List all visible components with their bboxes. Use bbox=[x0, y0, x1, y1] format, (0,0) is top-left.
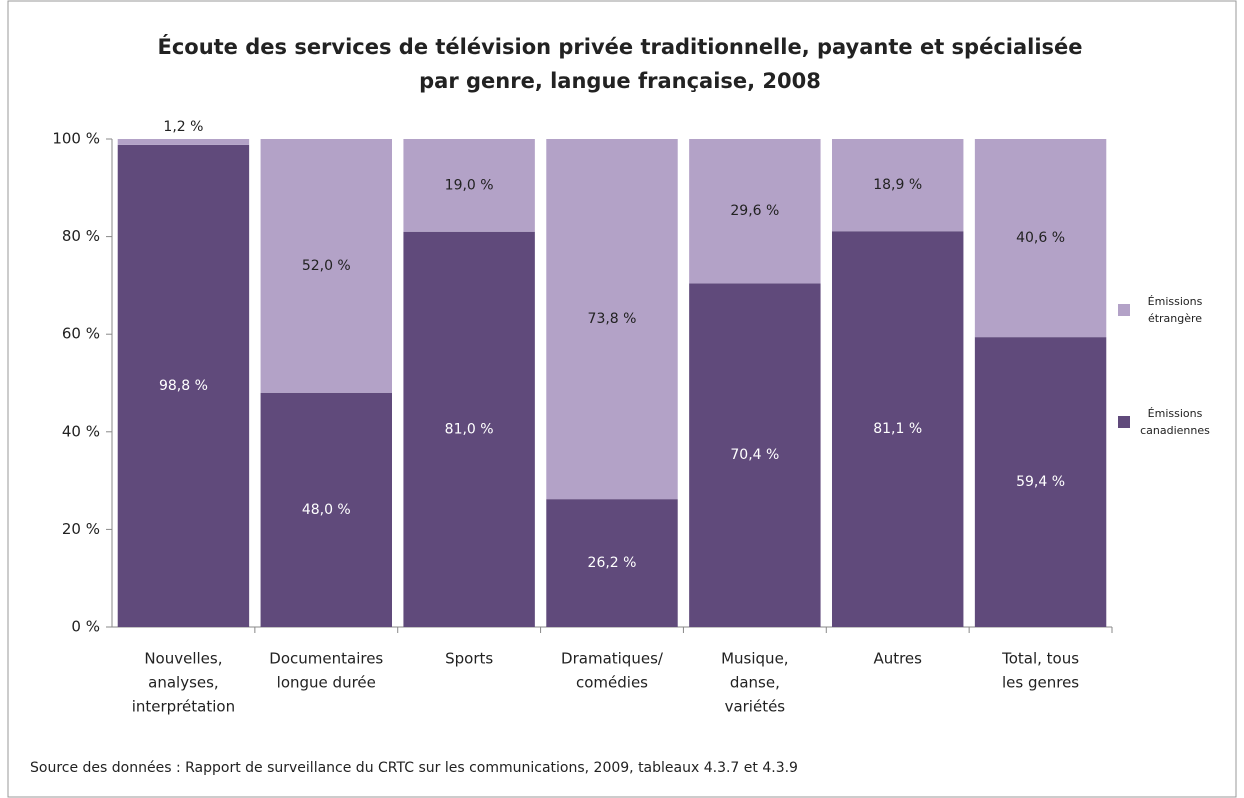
x-tick-label: Sports bbox=[445, 650, 493, 668]
bar-segment bbox=[974, 337, 1107, 627]
value-label: 18,9 % bbox=[873, 177, 922, 193]
y-tick-label: 40 % bbox=[62, 422, 100, 440]
chart-title: par genre, langue française, 2008 bbox=[419, 69, 821, 93]
legend-label: Émissions canadiennes bbox=[1140, 407, 1210, 437]
y-tick-label: 100 % bbox=[52, 130, 100, 148]
bar-segment bbox=[403, 139, 535, 232]
x-tick-label: Documentaires bbox=[269, 650, 383, 668]
bar-segment bbox=[832, 139, 964, 232]
value-label: 81,1 % bbox=[873, 421, 922, 437]
bar-segment bbox=[689, 139, 821, 284]
bar-segment bbox=[260, 139, 392, 393]
x-tick-label: analyses, bbox=[148, 674, 219, 692]
source-note: Source des données : Rapport de surveill… bbox=[30, 760, 798, 776]
x-tick-label: interprétation bbox=[132, 698, 235, 716]
bar-segment bbox=[117, 144, 250, 627]
x-tick-label: les genres bbox=[1002, 674, 1079, 692]
bar-segment bbox=[546, 139, 678, 500]
value-label: 81,0 % bbox=[445, 421, 494, 437]
value-label: 59,4 % bbox=[1016, 474, 1065, 490]
value-label: 29,6 % bbox=[730, 203, 779, 219]
x-tick-label: variétés bbox=[725, 698, 786, 716]
bar-segment bbox=[403, 231, 535, 627]
y-tick-label: 0 % bbox=[71, 618, 100, 636]
x-tick-label: Total, tous bbox=[1001, 650, 1079, 668]
legend-label: Émissions étrangère bbox=[1148, 295, 1203, 325]
bar-segment bbox=[117, 139, 250, 145]
value-label: 48,0 % bbox=[302, 502, 351, 518]
chart-title: Écoute des services de télévision privée… bbox=[157, 34, 1082, 59]
legend-swatch bbox=[1118, 304, 1130, 316]
y-tick-label: 60 % bbox=[62, 325, 100, 343]
bar-segment bbox=[832, 231, 964, 627]
value-label: 70,4 % bbox=[730, 447, 779, 463]
x-tick-label: Musique, bbox=[721, 650, 788, 668]
x-tick-label: longue durée bbox=[277, 674, 376, 692]
value-label: 73,8 % bbox=[588, 311, 637, 327]
bar-segment bbox=[260, 392, 392, 627]
value-label: 19,0 % bbox=[445, 177, 494, 193]
value-label: 98,8 % bbox=[159, 378, 208, 394]
x-tick-label: comédies bbox=[576, 674, 648, 692]
value-label: 52,0 % bbox=[302, 258, 351, 274]
bar-segment bbox=[974, 139, 1107, 338]
x-tick-label: Nouvelles, bbox=[144, 650, 222, 668]
x-tick-label: danse, bbox=[730, 674, 780, 692]
legend-swatch bbox=[1118, 416, 1130, 428]
y-tick-label: 80 % bbox=[62, 227, 100, 245]
x-tick-label: Dramatiques/ bbox=[561, 650, 664, 668]
bar-segment bbox=[689, 283, 821, 627]
value-label: 1,2 % bbox=[163, 119, 203, 135]
value-label: 40,6 % bbox=[1016, 230, 1065, 246]
x-tick-label: Autres bbox=[873, 650, 922, 668]
y-tick-label: 20 % bbox=[62, 520, 100, 538]
value-label: 26,2 % bbox=[588, 555, 637, 571]
bar-segment bbox=[546, 499, 678, 627]
